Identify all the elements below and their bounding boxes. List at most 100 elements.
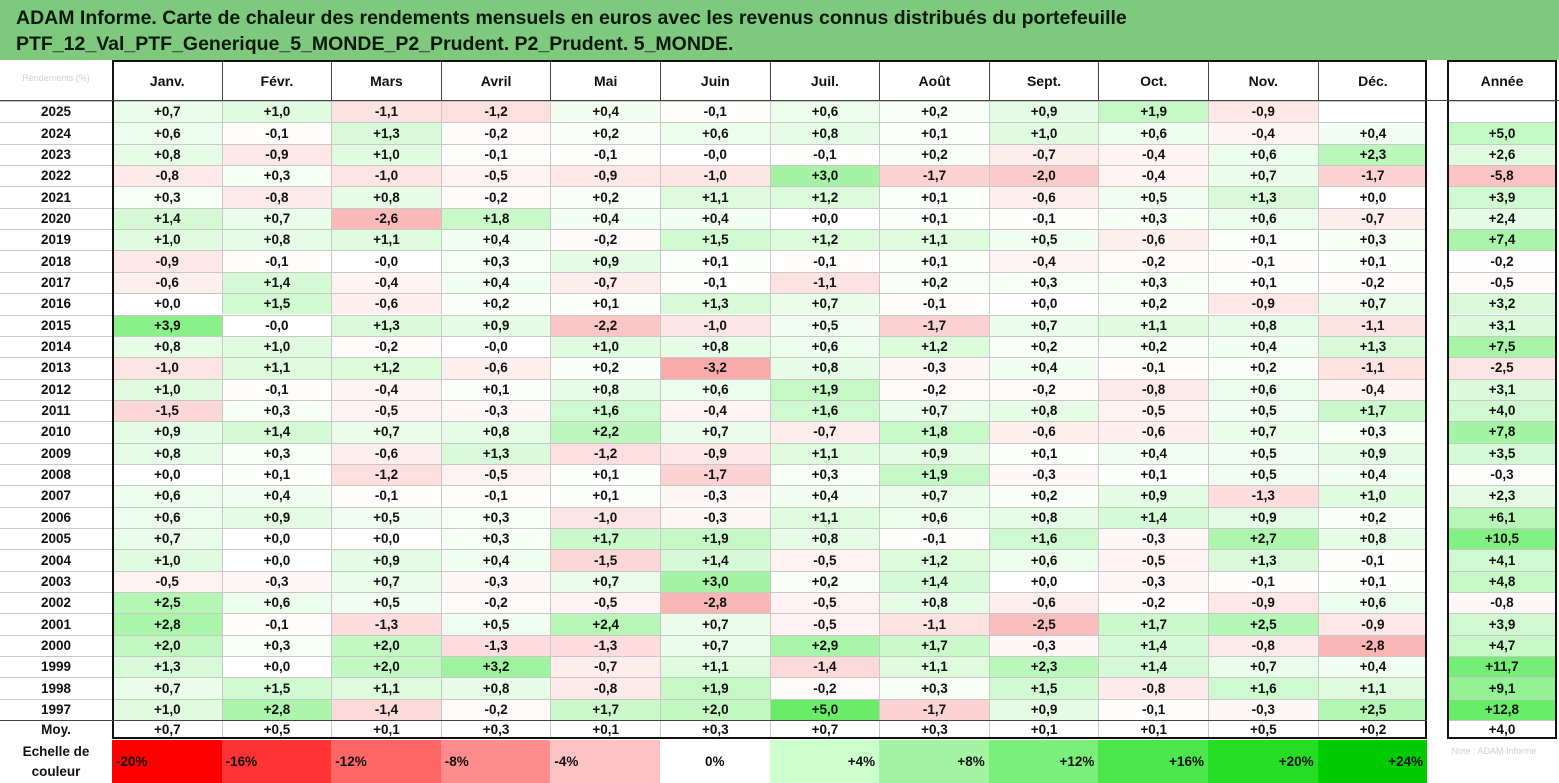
heatmap-cell: -0,4 — [1098, 165, 1208, 187]
heatmap-cell: -0,6 — [988, 421, 1099, 443]
heatmap-cell: +0,8 — [988, 506, 1099, 528]
heatmap-cell: +0,4 — [1098, 442, 1208, 464]
heatmap-cell: +1,4 — [112, 207, 222, 230]
heatmap-cell: +2,0 — [112, 634, 222, 657]
heatmap-cell: +0,9 — [1317, 442, 1428, 464]
heatmap-cell: +0,1 — [988, 442, 1099, 464]
heatmap-cell: -1,1 — [1317, 357, 1428, 379]
heatmap-cell: +0,9 — [221, 506, 332, 528]
grid-line — [1447, 208, 1557, 209]
heatmap-cell: +1,4 — [1098, 656, 1208, 678]
heatmap-cell: -1,7 — [660, 463, 770, 486]
heatmap-cell: +0,4 — [1317, 463, 1428, 486]
heatmap-cell: +0,9 — [988, 101, 1099, 123]
year-label: 2012 — [40, 381, 72, 397]
heatmap-cell: -0,1 — [1208, 570, 1318, 593]
heatmap-cell: +1,0 — [112, 229, 222, 251]
average-cell: +0,3 — [879, 720, 989, 740]
year-label: 2015 — [40, 317, 72, 333]
heatmap-cell: -0,1 — [1208, 250, 1318, 272]
heatmap-cell: +0,2 — [879, 271, 989, 294]
heatmap-cell: -0,1 — [879, 293, 989, 315]
heatmap-cell: +0,3 — [1317, 229, 1428, 251]
heatmap-cell: +1,2 — [331, 357, 441, 379]
heatmap-cell: +0,6 — [221, 592, 332, 614]
grid-line — [0, 592, 1428, 593]
heatmap-cell: +1,9 — [660, 677, 770, 699]
average-cell: +0,1 — [331, 720, 441, 740]
heatmap-cell: +0,5 — [988, 229, 1099, 251]
heatmap-cell: +0,5 — [1098, 186, 1208, 208]
heatmap-cell: +0,6 — [1317, 592, 1428, 614]
annual-cell: +4,7 — [1447, 634, 1557, 657]
heatmap-cell: -1,0 — [660, 165, 770, 187]
annual-cell: +7,4 — [1447, 229, 1557, 251]
heatmap-cell: -0,5 — [440, 165, 551, 187]
annual-cell: +2,3 — [1447, 485, 1557, 507]
grid-line — [0, 464, 1428, 465]
average-annual-cell: +4,0 — [1447, 720, 1557, 740]
heatmap-cell: +0,4 — [221, 485, 332, 507]
heatmap-cell: +0,4 — [1208, 335, 1318, 358]
heatmap-cell: +2,0 — [660, 698, 770, 721]
annual-cell: -0,2 — [1447, 250, 1557, 272]
chart-title-line-1: ADAM Informe. Carte de chaleur des rende… — [16, 7, 1127, 29]
heatmap-cell: -1,5 — [112, 399, 222, 422]
month-header: Oct. — [1098, 60, 1208, 101]
heatmap-cell: +1,0 — [112, 698, 222, 721]
heatmap-cell: +1,5 — [988, 677, 1099, 699]
year-label: 2017 — [40, 274, 72, 290]
heatmap-cell: -0,2 — [1098, 250, 1208, 272]
heatmap-cell: -0,1 — [221, 378, 332, 400]
heatmap-cell: +0,9 — [1208, 506, 1318, 528]
heatmap-cell: +1,1 — [769, 506, 880, 528]
heatmap-cell: +0,8 — [660, 335, 770, 358]
grid-line — [1447, 315, 1557, 316]
heatmap-cell: -0,9 — [112, 250, 222, 272]
heatmap-cell: +1,3 — [1208, 549, 1318, 571]
color-scale-label-line-2: couleur — [31, 763, 81, 779]
heatmap-cell: -0,1 — [331, 485, 441, 507]
grid-line — [1447, 336, 1557, 337]
heatmap-cell: +1,1 — [879, 229, 989, 251]
heatmap-cell: +0,6 — [1208, 378, 1318, 400]
scale-note: Note : ADAM Informe — [1451, 746, 1537, 756]
heatmap-cell: +0,6 — [112, 122, 222, 144]
year-label: 2014 — [40, 339, 72, 355]
heatmap-cell: +0,1 — [879, 207, 989, 230]
heatmap-cell: -0,1 — [221, 122, 332, 144]
heatmap-cell: +1,1 — [660, 656, 770, 678]
grid-line — [0, 250, 1428, 251]
heatmap-cell: +1,5 — [660, 229, 770, 251]
heatmap-cell: +0,1 — [1317, 250, 1428, 272]
heatmap-cell: -0,1 — [769, 143, 880, 166]
header-divider — [0, 100, 1559, 101]
month-header: Juil. — [769, 60, 880, 101]
heatmap-cell: +0,5 — [1208, 463, 1318, 486]
heatmap-cell: +0,2 — [550, 122, 660, 144]
heatmap-cell: -0,8 — [550, 677, 660, 699]
heatmap-cell: +1,3 — [1317, 335, 1428, 358]
month-header: Déc. — [1317, 60, 1428, 101]
heatmap-cell: +0,9 — [988, 698, 1099, 721]
average-cell: +0,5 — [221, 720, 332, 740]
heatmap-cell: -1,7 — [1317, 165, 1428, 187]
annual-cell: -0,5 — [1447, 271, 1557, 294]
heatmap-cell: +0,8 — [550, 378, 660, 400]
annual-cell: +12,8 — [1447, 698, 1557, 721]
year-label: 2001 — [40, 616, 72, 632]
heatmap-cell: +1,0 — [112, 378, 222, 400]
heatmap-cell: +1,1 — [769, 442, 880, 464]
heatmap-cell: +0,0 — [988, 293, 1099, 315]
heatmap-cell: -2,8 — [1317, 634, 1428, 657]
heatmap-cell: -0,3 — [879, 357, 989, 379]
heatmap-cell: -3,2 — [660, 357, 770, 379]
heatmap-cell: +1,3 — [660, 293, 770, 315]
heatmap-cell: +1,1 — [879, 656, 989, 678]
heatmap-cell: +0,6 — [112, 506, 222, 528]
heatmap-cell: -1,2 — [550, 442, 660, 464]
heatmap-cell: -1,1 — [1317, 314, 1428, 336]
heatmap-cell: +0,0 — [1317, 186, 1428, 208]
year-label: 2019 — [40, 232, 72, 248]
heatmap-cell: -1,7 — [879, 165, 989, 187]
